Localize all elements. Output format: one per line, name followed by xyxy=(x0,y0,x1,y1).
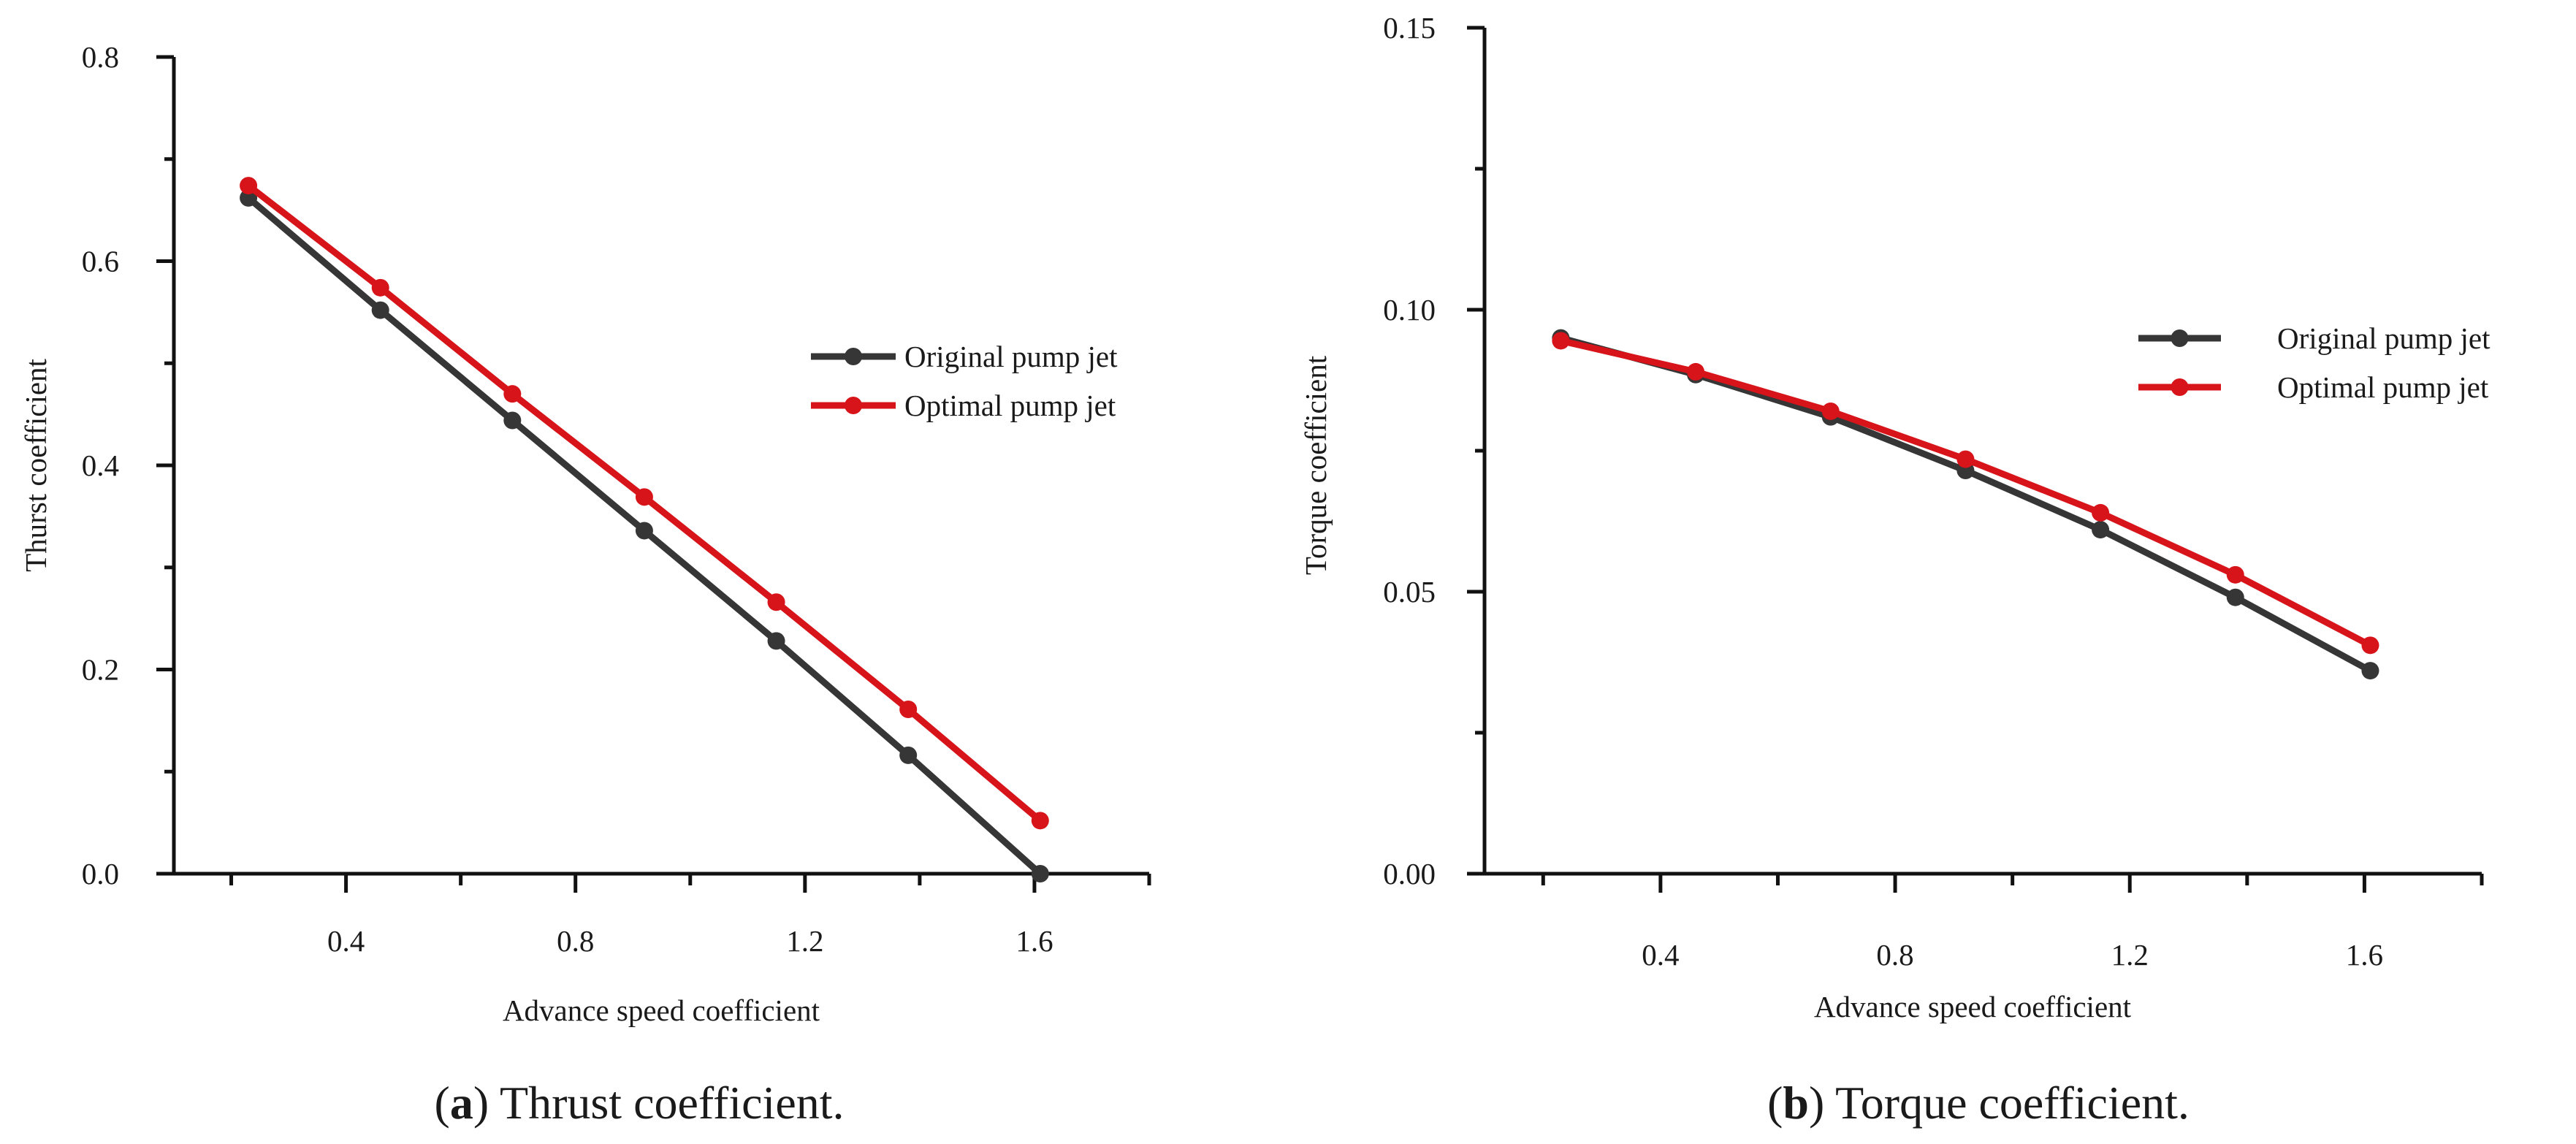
legend-label: Original pump jet xyxy=(2277,321,2491,355)
caption-paren: ( xyxy=(1767,1077,1783,1129)
data-point xyxy=(2092,503,2110,522)
chart-panel-a: 0.0 0.2 0.4 0.6 0.8 0.4 0.8 1.2 1.6 Advance speed… xyxy=(19,40,1151,1129)
caption: (a) Thrust coefficient. xyxy=(435,1077,845,1129)
y-tick-label: 0.15 xyxy=(1383,11,1436,45)
data-point xyxy=(1031,812,1049,830)
data-point xyxy=(371,301,389,319)
legend-label: Original pump jet xyxy=(904,340,1118,373)
data-point xyxy=(1031,865,1049,882)
series-line-0 xyxy=(1557,335,2374,674)
x-tick-label: 1.6 xyxy=(1015,924,1053,958)
data-point xyxy=(1687,362,1705,381)
caption-label: b xyxy=(1783,1077,1809,1129)
x-tick-label: 1.2 xyxy=(2111,938,2149,972)
x-tick-label: 1.2 xyxy=(786,924,823,958)
data-point xyxy=(2361,662,2379,680)
data-point xyxy=(1552,332,1570,350)
data-point xyxy=(240,188,258,207)
data-point xyxy=(1821,402,1840,420)
legend: Original pump jet Optimal pump jet xyxy=(811,340,1118,422)
y-tick-label: 0.00 xyxy=(1383,857,1436,891)
x-axis-title: Advance speed coefficient xyxy=(503,994,820,1027)
caption-label: a xyxy=(450,1077,473,1129)
series-line-1 xyxy=(1557,337,2374,649)
data-point xyxy=(240,177,258,195)
data-point xyxy=(1956,450,1975,468)
caption-paren: ( xyxy=(435,1077,450,1129)
legend-marker xyxy=(2171,378,2189,396)
y-tick-label: 0.8 xyxy=(82,40,119,74)
x-tick-label: 0.4 xyxy=(327,924,365,958)
legend-label: Optimal pump jet xyxy=(904,389,1116,422)
data-point xyxy=(899,746,918,764)
x-axis-title: Advance speed coefficient xyxy=(1814,990,2132,1023)
y-tick-label: 0.2 xyxy=(82,653,119,687)
data-point xyxy=(767,593,785,611)
x-tick-label: 1.6 xyxy=(2346,938,2383,972)
data-point xyxy=(2361,636,2379,655)
y-axis-title: Thurst coefficient xyxy=(19,358,53,571)
y-tick-label: 0.6 xyxy=(82,245,119,278)
data-point xyxy=(371,278,389,297)
data-point xyxy=(2226,588,2244,606)
chart-panel-b: 0.00 0.05 0.10 0.15 0.4 0.8 1.2 1.6 Advance spee… xyxy=(1299,11,2491,1129)
data-point xyxy=(503,385,522,403)
y-tick-label: 0.05 xyxy=(1383,575,1436,609)
legend-label: Optimal pump jet xyxy=(2277,370,2489,404)
legend-marker xyxy=(845,348,862,365)
data-point xyxy=(767,632,785,650)
data-point xyxy=(503,411,522,430)
data-point xyxy=(635,488,653,506)
caption: (b) Torque coefficient. xyxy=(1767,1077,2190,1129)
caption-paren: ) xyxy=(473,1077,489,1129)
y-axis-title: Torque coefficient xyxy=(1299,355,1333,575)
y-tick-label: 0.4 xyxy=(82,449,119,482)
x-tick-label: 0.8 xyxy=(1876,938,1913,972)
caption-paren: ) xyxy=(1809,1077,1824,1129)
data-point xyxy=(2092,521,2110,539)
caption-text: Thrust coefficient. xyxy=(489,1077,844,1129)
y-tick-label: 0.0 xyxy=(82,857,119,891)
y-tick-label: 0.10 xyxy=(1383,293,1436,327)
legend-marker xyxy=(845,397,862,414)
data-point xyxy=(899,701,918,719)
data-point xyxy=(2226,565,2244,584)
x-tick-label: 0.4 xyxy=(1642,938,1679,972)
legend: Original pump jet Optimal pump jet xyxy=(2138,321,2491,404)
data-point xyxy=(635,522,653,540)
caption-text: Torque coefficient. xyxy=(1824,1077,2190,1129)
x-tick-label: 0.8 xyxy=(557,924,594,958)
legend-marker xyxy=(2171,329,2189,347)
